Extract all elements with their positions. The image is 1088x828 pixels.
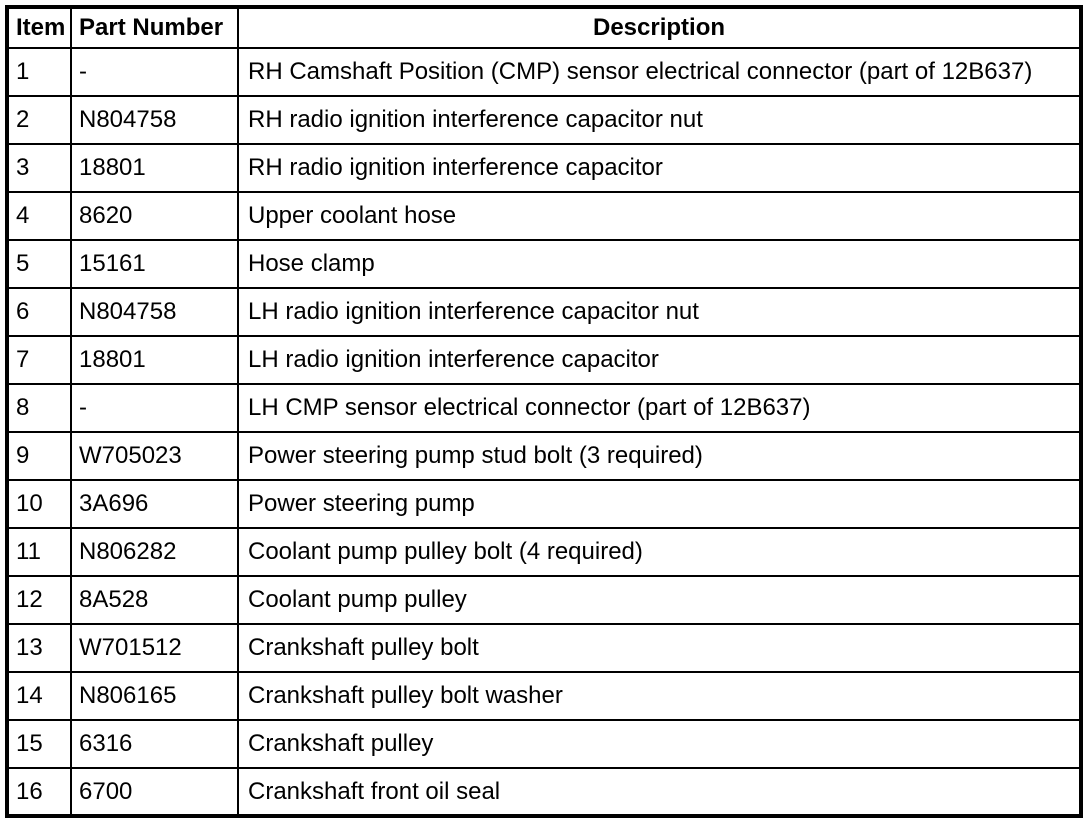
- description-cell: Coolant pump pulley bolt (4 required): [237, 527, 1083, 577]
- parts-table: Item Part Number Description 1 - RH Cams…: [5, 5, 1083, 818]
- item-cell: 2: [5, 95, 72, 145]
- item-cell: 12: [5, 575, 72, 625]
- table-row: 12 8A528 Coolant pump pulley: [5, 575, 1083, 625]
- item-cell: 11: [5, 527, 72, 577]
- column-header-item: Item: [5, 5, 72, 49]
- description-cell: LH radio ignition interference capacitor…: [237, 287, 1083, 337]
- part-number-cell: -: [70, 383, 239, 433]
- description-cell: LH radio ignition interference capacitor: [237, 335, 1083, 385]
- part-number-cell: 15161: [70, 239, 239, 289]
- description-cell: Power steering pump: [237, 479, 1083, 529]
- table-row: 10 3A696 Power steering pump: [5, 479, 1083, 529]
- table-row: 15 6316 Crankshaft pulley: [5, 719, 1083, 769]
- table-row: 13 W701512 Crankshaft pulley bolt: [5, 623, 1083, 673]
- part-number-cell: N804758: [70, 95, 239, 145]
- description-cell: RH radio ignition interference capacitor: [237, 143, 1083, 193]
- item-cell: 1: [5, 47, 72, 97]
- part-number-cell: 18801: [70, 335, 239, 385]
- item-cell: 8: [5, 383, 72, 433]
- item-cell: 6: [5, 287, 72, 337]
- item-cell: 9: [5, 431, 72, 481]
- table-row: 9 W705023 Power steering pump stud bolt …: [5, 431, 1083, 481]
- item-cell: 5: [5, 239, 72, 289]
- description-cell: Crankshaft pulley bolt washer: [237, 671, 1083, 721]
- part-number-cell: N806282: [70, 527, 239, 577]
- table-row: 1 - RH Camshaft Position (CMP) sensor el…: [5, 47, 1083, 97]
- table-row: 7 18801 LH radio ignition interference c…: [5, 335, 1083, 385]
- item-cell: 4: [5, 191, 72, 241]
- part-number-cell: 8A528: [70, 575, 239, 625]
- item-cell: 14: [5, 671, 72, 721]
- column-header-description: Description: [237, 5, 1083, 49]
- item-cell: 13: [5, 623, 72, 673]
- description-cell: Crankshaft pulley: [237, 719, 1083, 769]
- description-cell: Upper coolant hose: [237, 191, 1083, 241]
- table-row: 16 6700 Crankshaft front oil seal: [5, 767, 1083, 818]
- description-cell: Crankshaft pulley bolt: [237, 623, 1083, 673]
- part-number-cell: N806165: [70, 671, 239, 721]
- header-row: Item Part Number Description: [5, 5, 1083, 49]
- description-cell: Hose clamp: [237, 239, 1083, 289]
- table-row: 3 18801 RH radio ignition interference c…: [5, 143, 1083, 193]
- table-row: 2 N804758 RH radio ignition interference…: [5, 95, 1083, 145]
- parts-table-body: 1 - RH Camshaft Position (CMP) sensor el…: [5, 47, 1083, 818]
- item-cell: 7: [5, 335, 72, 385]
- table-row: 6 N804758 LH radio ignition interference…: [5, 287, 1083, 337]
- part-number-cell: 3A696: [70, 479, 239, 529]
- part-number-cell: 6700: [70, 767, 239, 818]
- part-number-cell: 18801: [70, 143, 239, 193]
- part-number-cell: -: [70, 47, 239, 97]
- part-number-cell: 8620: [70, 191, 239, 241]
- table-row: 11 N806282 Coolant pump pulley bolt (4 r…: [5, 527, 1083, 577]
- part-number-cell: W701512: [70, 623, 239, 673]
- table-row: 14 N806165 Crankshaft pulley bolt washer: [5, 671, 1083, 721]
- description-cell: RH Camshaft Position (CMP) sensor electr…: [237, 47, 1083, 97]
- part-number-cell: N804758: [70, 287, 239, 337]
- item-cell: 3: [5, 143, 72, 193]
- description-cell: Crankshaft front oil seal: [237, 767, 1083, 818]
- item-cell: 16: [5, 767, 72, 818]
- description-cell: Power steering pump stud bolt (3 require…: [237, 431, 1083, 481]
- item-cell: 15: [5, 719, 72, 769]
- item-cell: 10: [5, 479, 72, 529]
- part-number-cell: W705023: [70, 431, 239, 481]
- table-row: 5 15161 Hose clamp: [5, 239, 1083, 289]
- description-cell: RH radio ignition interference capacitor…: [237, 95, 1083, 145]
- description-cell: LH CMP sensor electrical connector (part…: [237, 383, 1083, 433]
- description-cell: Coolant pump pulley: [237, 575, 1083, 625]
- table-row: 4 8620 Upper coolant hose: [5, 191, 1083, 241]
- table-row: 8 - LH CMP sensor electrical connector (…: [5, 383, 1083, 433]
- part-number-cell: 6316: [70, 719, 239, 769]
- column-header-part-number: Part Number: [70, 5, 239, 49]
